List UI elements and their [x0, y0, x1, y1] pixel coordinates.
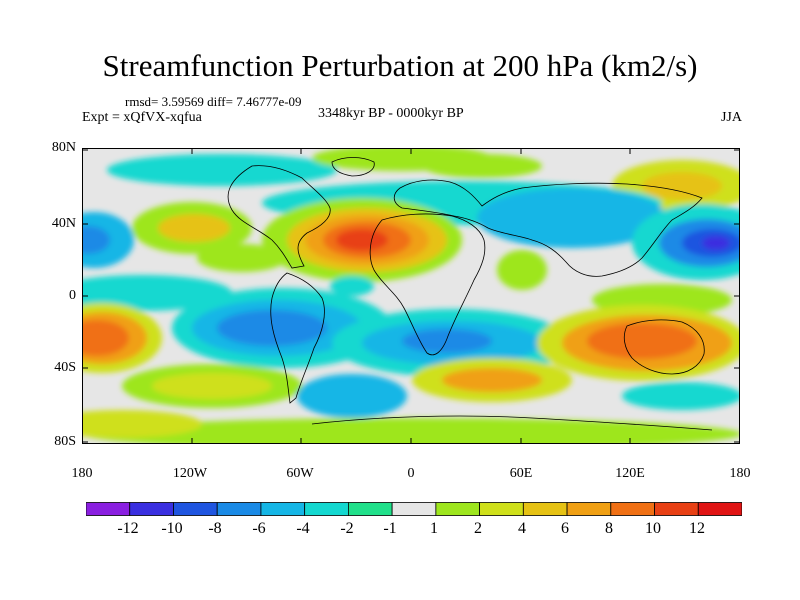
colorbar-label-neg8: -8 [208, 520, 222, 537]
experiment-label: Expt = xQfVX-xqfua [82, 110, 202, 125]
contour-arctic-east [422, 154, 542, 178]
lon-tick-60e: 60E [509, 466, 533, 481]
colorbar-box-12 [610, 502, 655, 516]
colorbar-label-4: 4 [518, 520, 526, 537]
colorbar-label-neg1: -1 [383, 520, 397, 537]
lat-tick-80s: 80S [54, 434, 76, 449]
colorbar-label-6: 6 [561, 520, 569, 537]
season-label: JJA [720, 110, 742, 125]
south-america-coast [270, 272, 325, 404]
contour-satlantic-low-core [402, 329, 492, 353]
period-label: 3348kyr BP - 0000kyr BP [318, 106, 464, 121]
contour-drake-low [297, 374, 407, 418]
colorbar-box-13 [654, 502, 699, 516]
coastlines [227, 157, 713, 431]
rmsd-stats: rmsd= 3.59569 diff= 7.46777e-09 [125, 94, 302, 109]
colorbar-box-7 [391, 502, 437, 516]
contour-eq-pacific-band [82, 275, 232, 311]
colorbar-label-neg12: -12 [117, 520, 139, 537]
contour-australia-high-core [587, 323, 697, 359]
contour-field [82, 148, 740, 444]
lat-tick-0: 0 [69, 288, 76, 303]
colorbar-box-3 [216, 502, 262, 516]
colorbar-box-1 [129, 502, 174, 516]
lat-tick-40s: 40S [54, 360, 76, 375]
streamfunction-map [82, 148, 740, 444]
colorbar-label-8: 8 [605, 520, 613, 537]
contour-samerica-low-core [217, 310, 327, 346]
plot-title: Streamfunction Perturbation at 200 hPa (… [102, 48, 698, 83]
contour-dateline-low-core [82, 226, 110, 254]
colorbar-box-8 [435, 502, 480, 516]
africa-coast [369, 213, 486, 356]
contour-mexico-high [197, 244, 287, 272]
colorbar [86, 502, 742, 516]
colorbar-label-neg2: -2 [340, 520, 354, 537]
contour-spacific-high-core [82, 320, 129, 356]
colorbar-box-4 [260, 502, 306, 516]
colorbar-label-2: 2 [474, 520, 482, 537]
contour-arctic-west [107, 154, 337, 186]
colorbar-label-10: 10 [645, 520, 661, 537]
lon-tick-180w: 180 [71, 466, 93, 481]
colorbar-box-11 [566, 502, 612, 516]
contour-namerica-high-core [158, 214, 230, 242]
contour-antarctic-high [82, 410, 202, 438]
contour-asia-band [477, 188, 667, 248]
lon-tick-0: 0 [407, 466, 415, 481]
contour-indian-high [497, 250, 547, 290]
contour-sw-pacific-low [622, 382, 740, 410]
colorbar-box-5 [304, 502, 349, 516]
lon-tick-60w: 60W [286, 466, 314, 481]
contour-sahara-high-core [336, 229, 388, 251]
colorbar-label-12: 12 [689, 520, 705, 537]
colorbar-box-2 [173, 502, 218, 516]
colorbar-label-1: 1 [430, 520, 438, 537]
colorbar-label-neg4: -4 [296, 520, 310, 537]
colorbar-box-9 [479, 502, 524, 516]
colorbar-label-neg6: -6 [252, 520, 266, 537]
lat-tick-40n: 40N [51, 216, 76, 231]
map-tick-marks [82, 148, 740, 444]
lon-tick-120e: 120E [615, 466, 645, 481]
lon-tick-180e: 180 [729, 466, 751, 481]
contour-siberia-core [642, 172, 722, 200]
north-america-coast [227, 165, 331, 269]
contour-southern-high-core [152, 373, 272, 399]
contour-pacific-low-core [702, 236, 730, 250]
antarctica-coast [311, 415, 713, 431]
colorbar-box-0 [86, 502, 131, 516]
colorbar-box-10 [522, 502, 568, 516]
contour-eq-atlantic-low [330, 276, 374, 296]
australia-coast [623, 319, 705, 375]
lat-tick-80n: 80N [51, 140, 76, 155]
eurasia-coast [393, 179, 703, 277]
colorbar-box-6 [347, 502, 393, 516]
contour-antarctic-band [82, 418, 740, 444]
greenland-coast [331, 157, 375, 177]
colorbar-label-neg10: -10 [161, 520, 183, 537]
colorbar-box-14 [697, 502, 742, 516]
lon-tick-120w: 120W [172, 466, 208, 481]
contour-sindian-high-core [442, 368, 542, 392]
